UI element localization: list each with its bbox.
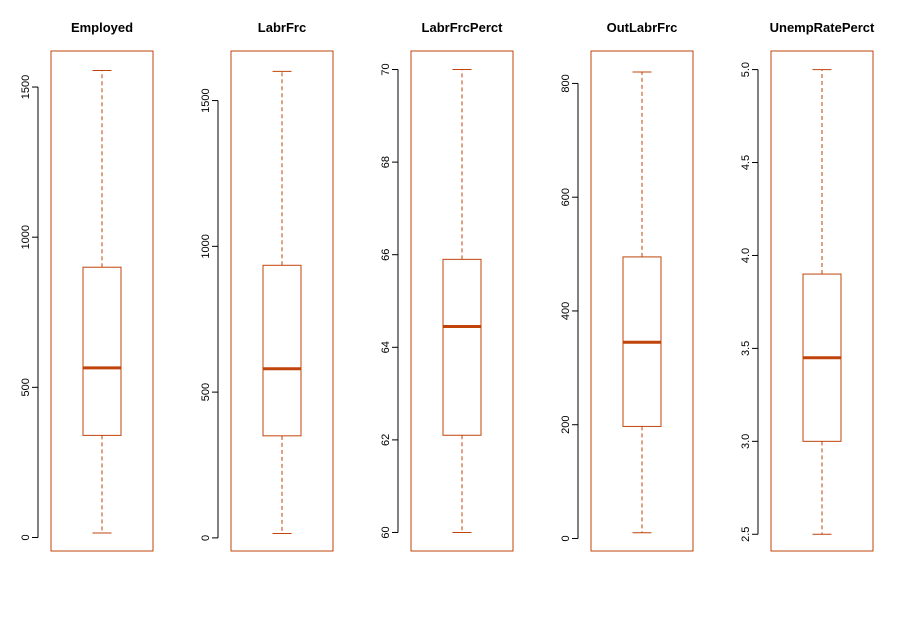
y-tick-label: 3.0	[740, 434, 752, 449]
y-tick-label: 800	[560, 74, 572, 92]
y-tick-label: 0	[560, 535, 572, 541]
y-tick-label: 1500	[200, 88, 212, 112]
y-tick-label: 0	[20, 534, 32, 540]
panel-title: OutLabrFrc	[607, 20, 678, 35]
y-tick-label: 4.5	[740, 155, 752, 170]
y-tick-label: 0	[200, 535, 212, 541]
y-tick-label: 5.0	[740, 62, 752, 77]
boxplot-panel-1: Employed 0 500 1000 1500	[20, 20, 154, 552]
boxplot-panel-3: LabrFrcPerct 60 62 64 66 68 70	[380, 20, 514, 552]
y-tick-label: 1000	[200, 234, 212, 258]
y-tick-label: 500	[200, 383, 212, 401]
y-tick-label: 66	[380, 249, 392, 261]
y-tick-label: 1000	[20, 225, 32, 249]
y-tick-label: 64	[380, 341, 392, 353]
y-tick-label: 400	[560, 302, 572, 320]
y-tick-label: 500	[20, 378, 32, 396]
panel-title: Employed	[71, 20, 133, 35]
y-tick-label: 70	[380, 63, 392, 75]
plot-frame	[770, 50, 874, 552]
panel-title: UnempRatePerct	[770, 20, 875, 35]
plot-frame	[590, 50, 694, 552]
boxplot-panel-4: OutLabrFrc 0 200 400 600 800	[560, 20, 694, 552]
panel-title: LabrFrcPerct	[422, 20, 504, 35]
panel-title: LabrFrc	[258, 20, 306, 35]
boxplot-panel-5: UnempRatePerct 2.5 3.0 3.5 4.0 4.5 5.0	[740, 20, 875, 552]
y-tick-label: 68	[380, 156, 392, 168]
y-tick-label: 60	[380, 526, 392, 538]
y-tick-label: 200	[560, 416, 572, 434]
plot-frame	[230, 50, 334, 552]
y-tick-label: 62	[380, 434, 392, 446]
y-tick-label: 1500	[20, 75, 32, 99]
y-tick-label: 4.0	[740, 248, 752, 263]
y-tick-label: 3.5	[740, 341, 752, 356]
panels: Employed050010001500LabrFrc050010001500L…	[20, 20, 875, 552]
boxplot-panel-2: LabrFrc 0 500 1000 1500	[200, 20, 334, 552]
y-tick-label: 2.5	[740, 527, 752, 542]
plot-frame	[50, 50, 154, 552]
iqr-box	[442, 258, 482, 436]
y-tick-label: 600	[560, 188, 572, 206]
iqr-box	[262, 264, 302, 437]
plot-frame	[410, 50, 514, 552]
iqr-box	[82, 266, 122, 436]
